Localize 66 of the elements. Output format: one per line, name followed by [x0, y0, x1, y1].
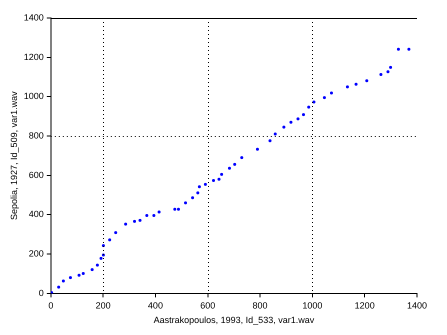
- point: [386, 70, 390, 74]
- point: [396, 48, 400, 51]
- point: [240, 156, 244, 160]
- point: [228, 166, 231, 170]
- point: [282, 126, 286, 129]
- point: [407, 48, 410, 51]
- point: [68, 276, 72, 280]
- point: [218, 178, 220, 181]
- point: [198, 185, 201, 188]
- point: [233, 162, 236, 166]
- point: [196, 191, 200, 194]
- x-tick-label: 800: [252, 300, 268, 310]
- point: [204, 182, 207, 186]
- point: [220, 172, 224, 176]
- point: [302, 113, 305, 116]
- point: [307, 106, 310, 109]
- y-tick-label: 400: [28, 209, 44, 220]
- point: [90, 268, 94, 272]
- x-tick-label: 400: [148, 300, 163, 310]
- point: [296, 117, 300, 120]
- point: [330, 91, 333, 94]
- point: [212, 178, 216, 182]
- point: [176, 208, 180, 211]
- y-axis-title: Sepolia, 1927, Id_509, var1.wav: [8, 90, 19, 220]
- y-tick-label: 600: [28, 170, 44, 180]
- point: [138, 218, 142, 222]
- point: [158, 210, 161, 214]
- point: [191, 196, 194, 200]
- x-tick-label: 1000: [302, 300, 322, 310]
- point: [274, 132, 277, 136]
- point: [379, 72, 382, 76]
- point: [256, 148, 259, 151]
- x-tick-label: 1200: [354, 300, 375, 310]
- point: [108, 238, 112, 242]
- x-tick-label: 200: [96, 300, 111, 310]
- x-tick-label: 1400: [406, 300, 428, 310]
- y-tick-label: 200: [28, 248, 44, 259]
- x-axis-title: Aastrakopoulos, 1993, Id_533, var1.wav: [154, 315, 315, 326]
- point: [173, 208, 176, 211]
- point: [365, 79, 368, 82]
- point: [100, 256, 103, 260]
- point: [346, 85, 349, 88]
- point: [354, 82, 358, 86]
- point: [78, 274, 81, 277]
- point: [184, 201, 188, 204]
- point: [322, 96, 326, 100]
- point: [312, 100, 316, 104]
- point: [268, 139, 272, 142]
- x-tick-label: 0: [48, 300, 54, 310]
- point: [96, 264, 99, 267]
- point: [114, 231, 118, 234]
- y-tick-label: 800: [28, 130, 44, 141]
- point: [57, 286, 60, 289]
- point: [152, 214, 156, 217]
- y-tick-label: 1200: [24, 52, 44, 62]
- point: [62, 280, 65, 283]
- point: [133, 220, 136, 223]
- y-tick-label: 1400: [24, 12, 44, 22]
- y-tick-label: 1000: [24, 91, 44, 102]
- point: [145, 214, 148, 217]
- point: [82, 272, 85, 276]
- point: [124, 222, 128, 226]
- point: [289, 120, 292, 124]
- y-tick-label: 0: [38, 288, 44, 298]
- x-tick-label: 600: [200, 300, 216, 310]
- point: [389, 66, 392, 69]
